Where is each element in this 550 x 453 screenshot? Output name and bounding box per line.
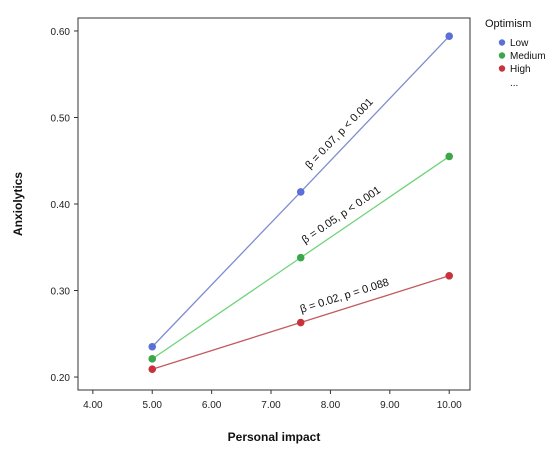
legend: Optimism Low Medium High ... [485, 18, 546, 89]
legend-label-medium: Medium [510, 51, 546, 62]
data-point-low [296, 188, 305, 196]
x-tick-label: 7.00 [261, 400, 281, 411]
y-tick-label: 0.60 [51, 27, 71, 38]
legend-marker-high [498, 65, 506, 72]
legend-marker-medium [498, 52, 506, 59]
annotation-medium: β = 0.05, p < 0.001 [300, 184, 383, 246]
x-axis-ticks: 4.00 5.00 6.00 7.00 8.00 9.00 10.00 [83, 390, 462, 411]
y-axis-ticks: 0.20 0.30 0.40 0.50 0.60 [51, 27, 78, 384]
y-tick-label: 0.50 [51, 113, 71, 124]
y-axis-title: Anxiolytics [11, 172, 25, 236]
annotation-high: β = 0.02, p = 0.088 [299, 277, 391, 316]
legend-label-low: Low [510, 38, 529, 49]
legend-label-high: High [510, 64, 531, 75]
legend-more: ... [510, 78, 518, 89]
x-tick-label: 9.00 [380, 400, 400, 411]
data-point-high [148, 365, 157, 374]
data-point-medium [148, 355, 157, 363]
data-point-high [445, 272, 454, 280]
data-point-low [445, 32, 454, 40]
annotation-low: β = 0.07, p < 0.001 [303, 96, 376, 171]
x-tick-label: 4.00 [83, 400, 103, 411]
legend-title: Optimism [485, 18, 531, 30]
data-point-medium [445, 152, 454, 161]
x-tick-label: 8.00 [321, 400, 341, 411]
x-tick-label: 10.00 [437, 400, 462, 411]
data-point-medium [296, 253, 305, 262]
y-tick-label: 0.40 [51, 200, 71, 211]
plot-frame [77, 17, 471, 391]
legend-items: Low Medium High [498, 38, 546, 75]
data-point-high [296, 318, 305, 327]
series-points [148, 32, 454, 374]
y-tick-label: 0.20 [51, 373, 71, 384]
data-point-low [148, 342, 157, 351]
legend-marker-low [498, 39, 506, 46]
x-axis-title: Personal impact [228, 430, 321, 444]
y-tick-label: 0.30 [51, 287, 71, 298]
x-tick-label: 6.00 [202, 400, 222, 411]
x-tick-label: 5.00 [143, 400, 163, 411]
